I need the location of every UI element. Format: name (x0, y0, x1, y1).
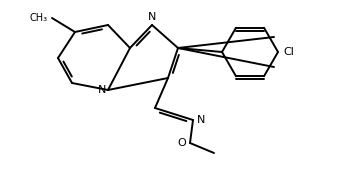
Text: N: N (98, 85, 106, 95)
Text: Cl: Cl (283, 47, 294, 57)
Text: O: O (177, 138, 186, 148)
Text: N: N (197, 115, 205, 125)
Text: N: N (148, 12, 156, 22)
Text: CH₃: CH₃ (30, 13, 48, 23)
